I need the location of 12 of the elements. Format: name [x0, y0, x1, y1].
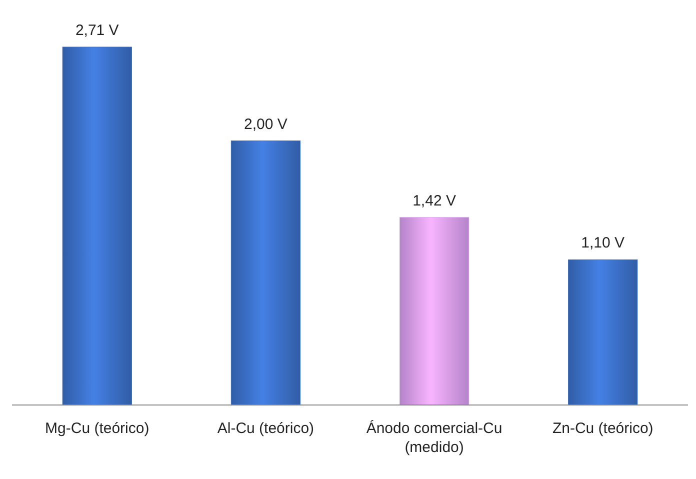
data-label: 1,10 V: [581, 234, 625, 252]
x-tick-label: Al-Cu (teórico): [217, 420, 314, 437]
x-tick-label: Zn-Cu (teórico): [552, 420, 654, 437]
data-label: 2,71 V: [75, 22, 119, 39]
bar: [568, 259, 638, 406]
data-label: 2,00 V: [244, 116, 288, 133]
bar: [62, 46, 132, 406]
data-label: 1,42 V: [412, 192, 456, 210]
bar: [399, 217, 470, 406]
bar: [230, 140, 301, 406]
x-tick-label: Ánodo comercial-Cu (medido): [366, 419, 502, 456]
x-tick-label: Mg-Cu (teórico): [45, 420, 150, 437]
